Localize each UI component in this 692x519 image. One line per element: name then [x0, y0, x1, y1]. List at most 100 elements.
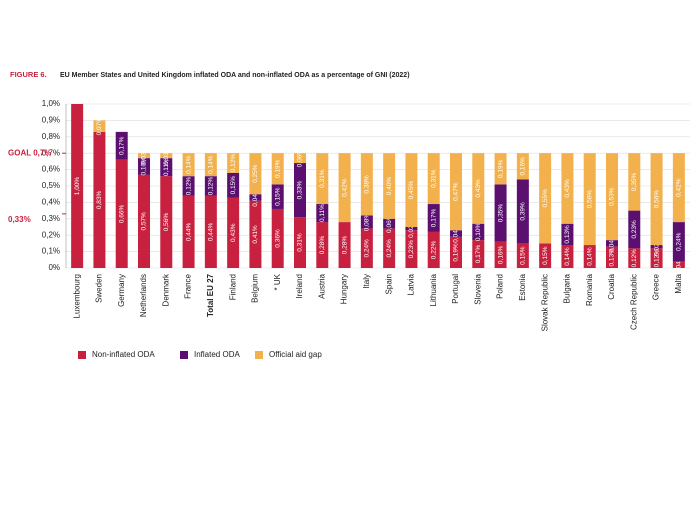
value-label: 0,13% — [564, 225, 571, 244]
bar-segment — [182, 176, 195, 196]
value-label: 0,41% — [252, 225, 259, 244]
value-label: 0,12% — [653, 249, 660, 268]
value-label: 0,83% — [96, 191, 103, 210]
x-tick-label: Denmark — [161, 273, 170, 306]
value-label: 0,23% — [408, 240, 415, 259]
bar-segment — [227, 153, 240, 173]
bar-segment — [450, 153, 462, 231]
x-tick-label: Ireland — [295, 274, 304, 298]
x-tick-label: Slovak Republic — [540, 274, 549, 331]
value-label: 0,43% — [230, 223, 237, 242]
value-label: 0,56% — [163, 213, 170, 232]
value-label: 0,47% — [453, 182, 460, 201]
bar-segment — [160, 158, 173, 177]
value-label: 0,14% — [586, 247, 593, 266]
x-tick-label: France — [184, 273, 193, 298]
value-label: 0,56% — [586, 190, 593, 209]
value-label: 0,12% — [208, 177, 215, 196]
y-tick-label: 0% — [48, 263, 60, 272]
value-label: 0,15% — [520, 246, 527, 265]
y-tick-label: 0,8% — [42, 132, 60, 141]
bar-segment — [539, 243, 552, 268]
bar-segment — [294, 163, 306, 218]
x-tick-label: Total EU 27 — [206, 273, 215, 317]
y-tick-label: 0,1% — [42, 247, 60, 256]
bar-segment — [405, 230, 418, 268]
x-tick-label: Netherlands — [139, 274, 148, 317]
value-label: 0,16% — [497, 245, 504, 264]
x-tick-label: Italy — [362, 274, 371, 289]
value-label: 0,10% — [141, 157, 148, 176]
bar-segment — [650, 248, 663, 268]
legend-label: Non-inflated ODA — [92, 350, 155, 359]
bar-segment — [450, 236, 462, 268]
y-tick-label: 0,4% — [42, 198, 60, 207]
bar-segment — [583, 153, 596, 246]
bar-segment — [672, 222, 685, 262]
y-tick-label: 0,2% — [42, 230, 60, 239]
bar-segment — [294, 153, 306, 164]
bar-segment — [427, 153, 440, 205]
bar-segment — [360, 228, 373, 268]
bar-segment — [427, 231, 440, 268]
value-label: 0,13% — [609, 248, 616, 267]
bar-segment — [516, 153, 529, 180]
legend-label: Official aid gap — [269, 350, 322, 359]
figure-label: FIGURE 6. — [10, 70, 47, 79]
bar-segment — [427, 204, 440, 232]
legend-swatch — [255, 351, 263, 359]
y-tick-label: 1,0% — [42, 99, 60, 108]
y-tick-label: 0,6% — [42, 165, 60, 174]
legend-label: Inflated ODA — [194, 350, 240, 359]
value-label: 0,28% — [319, 236, 326, 255]
x-tick-label: Belgium — [251, 274, 260, 303]
value-label: 0,10% — [475, 222, 482, 241]
bar-segment — [561, 223, 574, 246]
bar-segment — [405, 227, 418, 231]
value-label: 0,14% — [185, 155, 192, 174]
value-label: 0,56% — [653, 190, 660, 209]
annotation: 0,33% — [8, 215, 31, 224]
value-label: 0,44% — [185, 222, 192, 241]
value-label: 0,35% — [631, 172, 638, 191]
x-tick-label: Malta — [674, 273, 683, 293]
x-tick-label: Slovenia — [473, 273, 482, 304]
value-label: 0,03% — [141, 146, 148, 165]
value-label: 0,15% — [274, 187, 281, 206]
x-tick-label: Sweden — [95, 274, 104, 303]
bar-segment — [160, 153, 173, 159]
x-tick-label: Luxembourg — [72, 274, 81, 318]
y-tick-label: 0,7% — [42, 148, 60, 157]
value-label: 0,17% — [430, 209, 437, 228]
value-label: 0,19% — [453, 243, 460, 262]
x-tick-label: Romania — [585, 273, 594, 306]
value-label: 0,57% — [141, 212, 148, 231]
bar-segment — [182, 153, 195, 177]
bar-segment — [383, 218, 396, 229]
value-label: 0,15% — [230, 176, 237, 195]
value-label: 0,04% — [252, 188, 259, 207]
bar-segment — [227, 172, 240, 198]
bar-segment — [360, 153, 373, 216]
bar-segment — [160, 176, 173, 268]
bar-segment — [472, 240, 485, 268]
value-label: 0,55% — [542, 189, 549, 208]
value-label: 0,24% — [386, 239, 393, 258]
bar-segment — [93, 120, 106, 132]
x-tick-label: Czech Republic — [629, 274, 638, 330]
bar-segment — [383, 153, 396, 219]
value-label: 0,40% — [386, 177, 393, 196]
value-label: 0,06% — [297, 149, 304, 168]
value-label: 0,04% — [609, 234, 616, 253]
chart-title: EU Member States and United Kingdom infl… — [60, 72, 410, 79]
legend-swatch — [78, 351, 86, 359]
legend-swatch — [180, 351, 188, 359]
bar-segment — [628, 248, 641, 268]
value-label: 1,00% — [74, 177, 81, 196]
value-label: 0,42% — [341, 178, 348, 197]
value-label: 0,23% — [631, 220, 638, 239]
x-tick-label: Hungary — [340, 274, 349, 304]
bar-segment — [71, 104, 84, 268]
bar-segment — [516, 243, 529, 268]
